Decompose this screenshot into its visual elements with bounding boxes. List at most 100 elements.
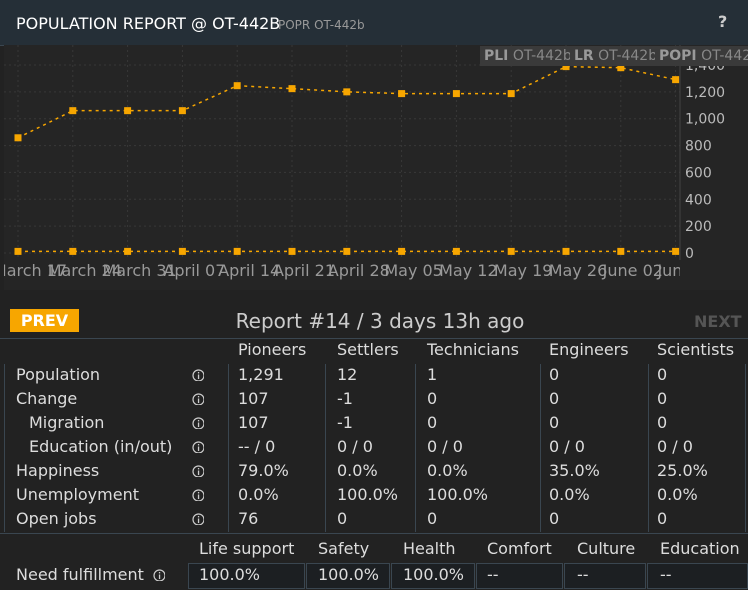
needs-value: 100.0%	[199, 565, 261, 584]
needs-cell	[564, 563, 646, 589]
cell-value: 0	[549, 365, 560, 384]
tab-label: OT-442b	[512, 48, 572, 64]
needs-header: Comfort	[487, 539, 552, 558]
needs-cell	[476, 563, 563, 589]
info-icon[interactable]	[192, 489, 204, 501]
cell-value: 12	[337, 365, 358, 384]
point	[562, 247, 570, 255]
y-tick-label: 600	[685, 165, 712, 181]
cell-value: 0.0%	[657, 485, 698, 504]
needs-value: --	[577, 565, 589, 584]
x-tick-label: May 12	[439, 261, 498, 280]
cell-value: 35.0%	[549, 461, 600, 480]
title: POPULATION REPORT @ OT-442B	[16, 14, 281, 33]
y-tick-label: 200	[685, 219, 712, 235]
column-header: Settlers	[337, 340, 399, 359]
info-icon[interactable]	[192, 417, 204, 429]
report-label: Report #14 / 3 days 13h ago	[235, 309, 525, 333]
point	[398, 90, 406, 98]
info-icon[interactable]	[192, 393, 204, 405]
point	[14, 247, 22, 255]
needs-value: 100.0%	[403, 565, 465, 584]
x-tick-label: April 28	[328, 261, 390, 280]
tab[interactable]: LR OT-442b	[570, 46, 662, 66]
y-tick-label: 0	[685, 246, 694, 262]
x-tick-label: May 26	[549, 261, 608, 280]
column-header: Pioneers	[238, 340, 307, 359]
point	[124, 247, 132, 255]
tab-label: OT-442b	[701, 48, 748, 64]
cell-value: 0.0%	[427, 461, 468, 480]
cell-value: 0.0%	[238, 485, 279, 504]
needs-border	[0, 533, 748, 534]
info-icon[interactable]	[192, 441, 204, 453]
point	[233, 247, 241, 255]
needs-value: --	[660, 565, 672, 584]
y-tick-label: 400	[685, 192, 712, 208]
x-tick-label: May 05	[384, 261, 443, 280]
cell-value: -1	[337, 413, 353, 432]
info-icon[interactable]	[153, 569, 165, 581]
cell-value: 0.0%	[549, 485, 590, 504]
title-code: POPR OT-442b	[278, 18, 365, 32]
cell-value: 0	[427, 509, 438, 528]
table-border	[0, 338, 748, 339]
column-separator	[325, 364, 326, 532]
x-tick-label: April 14	[218, 261, 280, 280]
cell-value: 79.0%	[238, 461, 289, 480]
cell-value: 0	[657, 365, 668, 384]
needs-cell	[188, 563, 305, 589]
cell-value: -- / 0	[238, 437, 276, 456]
row-label: Open jobs	[16, 509, 97, 528]
tab[interactable]: PLI OT-442b	[480, 46, 576, 66]
cell-value: 0	[549, 509, 560, 528]
next-button[interactable]: NEXT	[694, 312, 742, 331]
x-tick-label: March 31	[102, 261, 176, 280]
cell-value: -1	[337, 389, 353, 408]
row-label: Happiness	[16, 461, 100, 480]
cell-value: 0	[427, 413, 438, 432]
y-tick-label: 1,000	[685, 112, 725, 128]
info-icon[interactable]	[192, 513, 204, 525]
point	[288, 247, 296, 255]
cell-value: 0 / 0	[337, 437, 373, 456]
x-tick-label: June 02	[602, 261, 663, 280]
point	[69, 107, 77, 115]
table-frame	[4, 364, 746, 532]
cell-value: 107	[238, 413, 269, 432]
needs-header: Health	[403, 539, 456, 558]
cell-value: 0	[549, 389, 560, 408]
point	[14, 134, 22, 142]
info-icon[interactable]	[192, 369, 204, 381]
point	[452, 90, 460, 98]
info-icon[interactable]	[192, 465, 204, 477]
point	[343, 88, 351, 96]
point	[672, 76, 680, 84]
tab[interactable]: POPI OT-442b	[655, 46, 748, 66]
point	[507, 90, 515, 98]
prev-button[interactable]: PREV	[10, 309, 79, 332]
row-label: Education (in/out)	[29, 437, 173, 456]
cell-value: 76	[238, 509, 259, 528]
cell-value: 100.0%	[427, 485, 489, 504]
column-separator	[540, 364, 541, 532]
point	[233, 82, 241, 90]
x-tick-label: May 19	[494, 261, 553, 280]
needs-label: Need fulfillment	[16, 565, 144, 584]
point	[124, 107, 132, 115]
cell-value: 0	[657, 509, 668, 528]
row-label: Unemployment	[16, 485, 139, 504]
point	[452, 247, 460, 255]
column-header: Engineers	[549, 340, 629, 359]
row-label: Migration	[29, 413, 105, 432]
cell-value: 0	[337, 509, 348, 528]
needs-header: Life support	[199, 539, 295, 558]
x-tick-label: April 07	[163, 261, 225, 280]
needs-cell	[306, 563, 390, 589]
cell-value: 0 / 0	[657, 437, 693, 456]
point	[507, 247, 515, 255]
x-tick-label: March 24	[48, 261, 122, 280]
needs-value: --	[487, 565, 499, 584]
help-button[interactable]: ?	[718, 12, 728, 31]
